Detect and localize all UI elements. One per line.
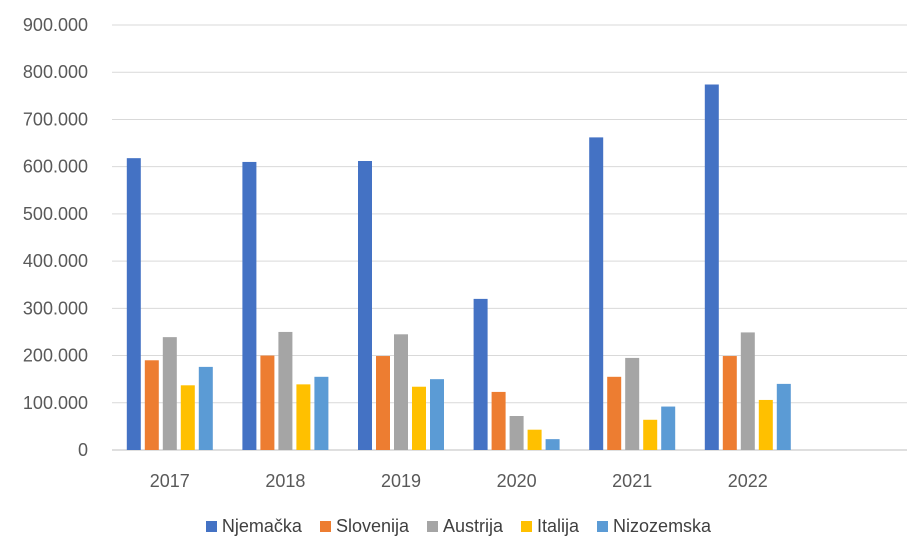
x-tick-label: 2021: [612, 471, 652, 491]
legend-swatch: [319, 521, 331, 532]
y-tick-label: 700.000: [23, 109, 88, 129]
bar-austrija-2020: [509, 416, 524, 450]
legend-swatch: [521, 521, 533, 532]
bar-njemačka-2021: [589, 137, 604, 450]
legend-item: Italija: [521, 516, 579, 537]
bar-njemačka-2018: [242, 161, 257, 450]
bar-nizozemska-2022: [776, 383, 791, 450]
bars: [126, 84, 791, 450]
y-axis-ticks: 0 100.000 200.000 300.000 400.000 500.000 600.…: [23, 15, 88, 460]
legend-item: Njemačka: [205, 516, 302, 537]
legend-swatch: [426, 521, 438, 532]
y-tick-label: 100.000: [23, 393, 88, 413]
bar-austrija-2019: [394, 334, 408, 450]
legend: Njemačka Slovenija Austrija Italija Nizozems…: [0, 516, 917, 537]
bar-italija-2020: [527, 429, 542, 450]
bar-njemačka-2020: [473, 298, 488, 450]
bar-nizozemska-2020: [545, 439, 560, 450]
bar-nizozemska-2018: [314, 376, 329, 450]
bar-austrija-2017: [162, 337, 177, 450]
bar-austrija-2021: [625, 357, 640, 450]
x-tick-label: 2019: [381, 471, 421, 491]
legend-item: Austrija: [426, 516, 504, 537]
y-tick-label: 400.000: [23, 251, 88, 271]
legend-swatch: [205, 521, 217, 532]
x-tick-label: 2022: [728, 471, 768, 491]
bar-njemačka-2022: [704, 84, 719, 450]
bar-njemačka-2017: [126, 158, 141, 450]
y-tick-label: 900.000: [23, 15, 88, 35]
y-tick-label: 500.000: [23, 204, 88, 224]
bar-italija-2018: [296, 384, 311, 450]
y-tick-label: 200.000: [23, 346, 88, 366]
bar-nizozemska-2017: [198, 366, 213, 450]
y-tick-label: 300.000: [23, 298, 88, 318]
x-tick-label: 2018: [265, 471, 305, 491]
bar-slovenija-2017: [144, 360, 159, 450]
legend-label: Italija: [537, 516, 580, 536]
legend-item: Slovenija: [319, 516, 409, 537]
bar-nizozemska-2021: [661, 406, 676, 450]
y-tick-label: 800.000: [23, 62, 88, 82]
bar-slovenija-2021: [607, 376, 622, 450]
bar-italija-2022: [758, 399, 773, 450]
bar-austrija-2018: [278, 331, 293, 450]
legend-label: Njemačka: [221, 516, 302, 536]
legend-label: Slovenija: [335, 516, 409, 536]
legend-swatch: [597, 521, 609, 532]
x-tick-label: 2017: [150, 471, 190, 491]
bar-slovenija-2022: [722, 356, 737, 450]
x-tick-label: 2020: [497, 471, 537, 491]
bar-slovenija-2018: [260, 355, 275, 450]
bar-italija-2019: [412, 386, 426, 450]
bar-italija-2017: [180, 385, 195, 450]
bar-austrija-2022: [740, 332, 755, 450]
bar-njemačka-2019: [358, 161, 372, 450]
bar-slovenija-2019: [376, 356, 390, 450]
legend-item: Nizozemska: [597, 516, 711, 537]
bar-nizozemska-2019: [430, 379, 444, 450]
y-tick-label: 0: [78, 440, 88, 460]
bar-italija-2021: [643, 419, 658, 450]
x-axis-ticks: 2017 2018 2019 2020 2021 2022: [150, 471, 768, 491]
y-tick-label: 600.000: [23, 157, 88, 177]
bar-slovenija-2020: [491, 391, 506, 450]
legend-label: Austrija: [442, 516, 504, 536]
legend-label: Nizozemska: [613, 516, 712, 536]
